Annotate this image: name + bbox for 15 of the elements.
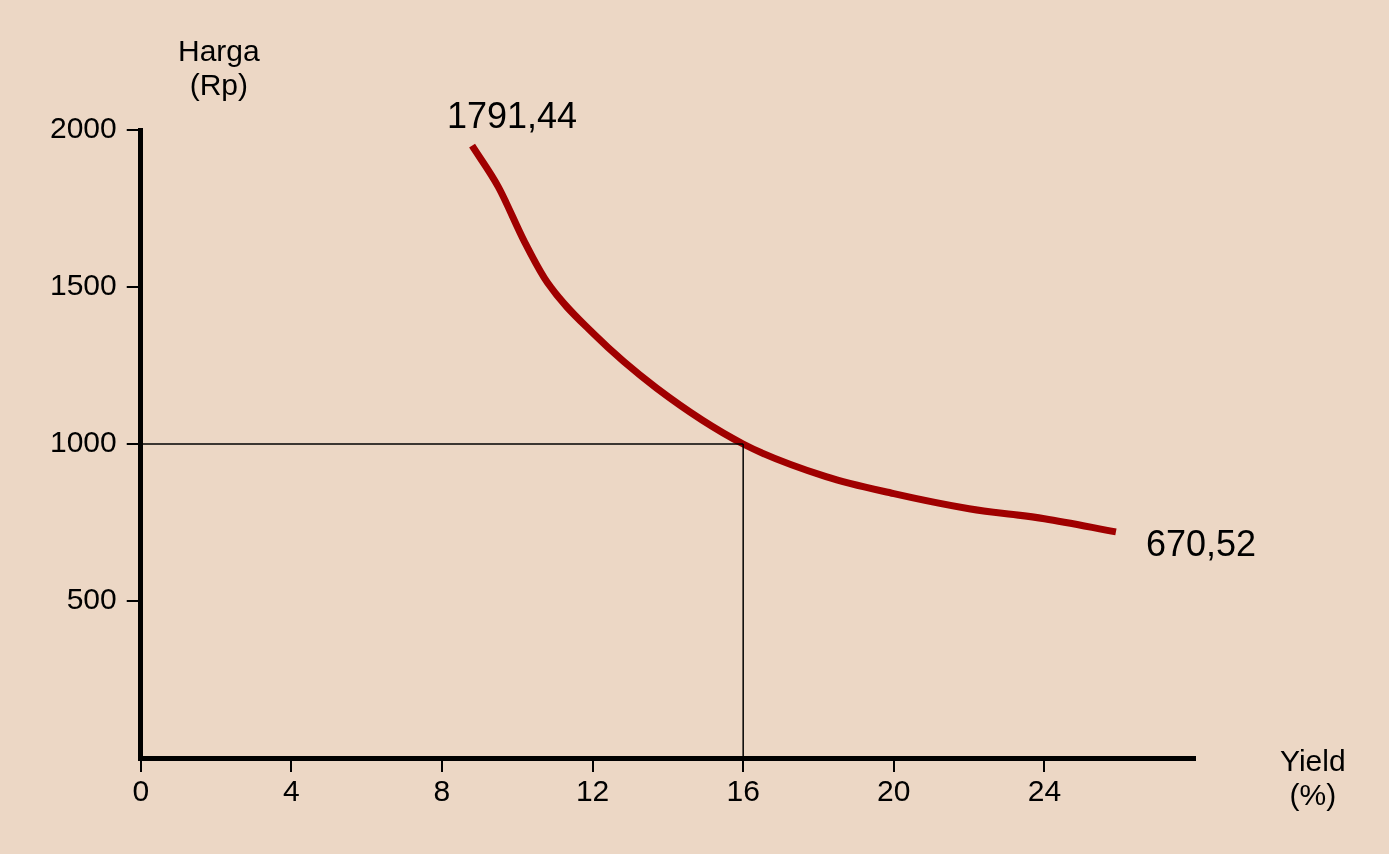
x-axis-title: Yield (%) bbox=[1280, 744, 1346, 812]
y-tick-label: 1000 bbox=[49, 425, 117, 459]
x-tick-label: 24 bbox=[1027, 774, 1062, 808]
annotation: 670,52 bbox=[1145, 522, 1257, 564]
x-tick-label: 8 bbox=[433, 774, 451, 808]
y-tick-label: 500 bbox=[66, 582, 117, 616]
y-tick-label: 2000 bbox=[49, 111, 117, 145]
x-tick-label: 12 bbox=[575, 774, 610, 808]
x-tick-label: 16 bbox=[726, 774, 760, 808]
annotation: 1791,44 bbox=[447, 94, 578, 136]
y-tick-label: 1500 bbox=[49, 268, 117, 302]
x-tick-label: 0 bbox=[132, 774, 150, 808]
y-axis-title: Harga (Rp) bbox=[178, 34, 260, 102]
x-tick-label: 20 bbox=[877, 774, 911, 808]
x-tick-label: 4 bbox=[283, 774, 300, 808]
